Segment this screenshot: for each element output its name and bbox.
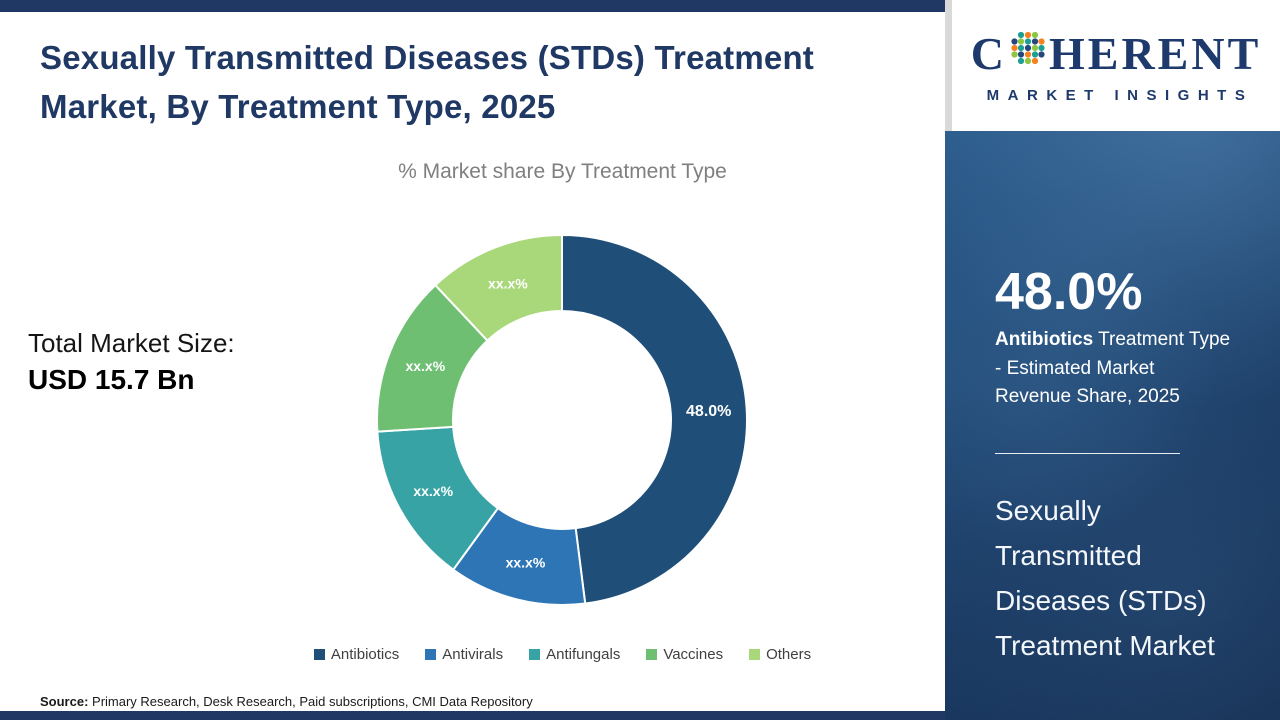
legend-item-antivirals: Antivirals xyxy=(425,646,503,663)
legend-item-antibiotics: Antibiotics xyxy=(313,646,400,663)
legend-item-others: Others xyxy=(749,646,811,663)
legend-swatch-vaccines xyxy=(646,649,658,660)
source-text: Primary Research, Desk Research, Paid su… xyxy=(88,694,533,709)
total-market-size-label: Total Market Size: xyxy=(28,328,235,358)
sidebar-divider xyxy=(995,453,1180,454)
legend-label: Antivirals xyxy=(442,646,504,663)
legend-swatch-antivirals xyxy=(425,649,437,660)
coherent-logo: C HERENT MARKET INSIGHTS xyxy=(945,0,1280,131)
legend-label: Antibiotics xyxy=(330,646,400,663)
slice-value-label-others: xx.x% xyxy=(488,275,528,291)
legend-label: Vaccines xyxy=(663,646,724,663)
legend-label: Antifungals xyxy=(546,646,621,663)
coherent-logo-wordmark: C HERENT xyxy=(971,28,1262,80)
legend-label: Others xyxy=(766,646,812,663)
coherent-logo-subtitle: MARKET INSIGHTS xyxy=(986,86,1254,104)
total-market-size-value: USD 15.7 Bn xyxy=(28,364,195,395)
sidebar-report-title: Sexually Transmitted Diseases (STDs) Tre… xyxy=(995,495,1215,661)
donut-chart: 48.0% xx.x% xx.x% xx.x% xx.x% xyxy=(360,218,764,622)
chart-legend: Antibiotics Antivirals Antifungals Vaccines… xyxy=(140,646,985,663)
page-title-line1: Sexually Transmitted Diseases (STDs) Tre… xyxy=(40,39,815,76)
highlight-stat-description: Antibiotics Treatment Type - Estimated M… xyxy=(995,326,1233,412)
legend-item-antifungals: Antifungals xyxy=(529,646,620,663)
logo-letter-c: C xyxy=(970,27,1007,79)
source-label: Source: xyxy=(40,694,89,709)
slice-value-label-antibiotics: 48.0% xyxy=(686,403,731,420)
highlight-stat-segment: Antibiotics xyxy=(995,329,1094,350)
bottom-accent-bar xyxy=(0,711,945,720)
legend-swatch-others xyxy=(749,649,761,660)
legend-swatch-antifungals xyxy=(529,649,541,660)
highlight-stat-value: 48.0% xyxy=(995,263,1143,321)
page-title-line2: Market, By Treatment Type, 2025 xyxy=(40,87,556,125)
top-accent-bar xyxy=(0,0,945,12)
logo-letters-herent: HERENT xyxy=(1048,27,1262,79)
highlight-stat-rest: Treatment Type - Estimated Market Revenu… xyxy=(995,329,1231,407)
source-note: Source: Primary Research, Desk Research,… xyxy=(40,694,533,709)
donut-chart-svg: 48.0% xx.x% xx.x% xx.x% xx.x% xyxy=(376,233,748,606)
slice-value-label-antivirals: xx.x% xyxy=(506,554,546,570)
chart-subtitle: % Market share By Treatment Type xyxy=(398,160,727,183)
donut-slice-others xyxy=(433,233,563,342)
donut-slice-antibiotics xyxy=(561,233,748,605)
legend-item-vaccines: Vaccines xyxy=(646,646,723,663)
legend-swatch-antibiotics xyxy=(313,649,325,660)
slice-value-label-antifungals: xx.x% xyxy=(413,483,453,499)
slice-value-label-vaccines: xx.x% xyxy=(405,358,445,374)
page-title: Sexually Transmitted Diseases (STDs) Tre… xyxy=(40,34,920,132)
coherent-globe-icon xyxy=(1008,28,1048,76)
